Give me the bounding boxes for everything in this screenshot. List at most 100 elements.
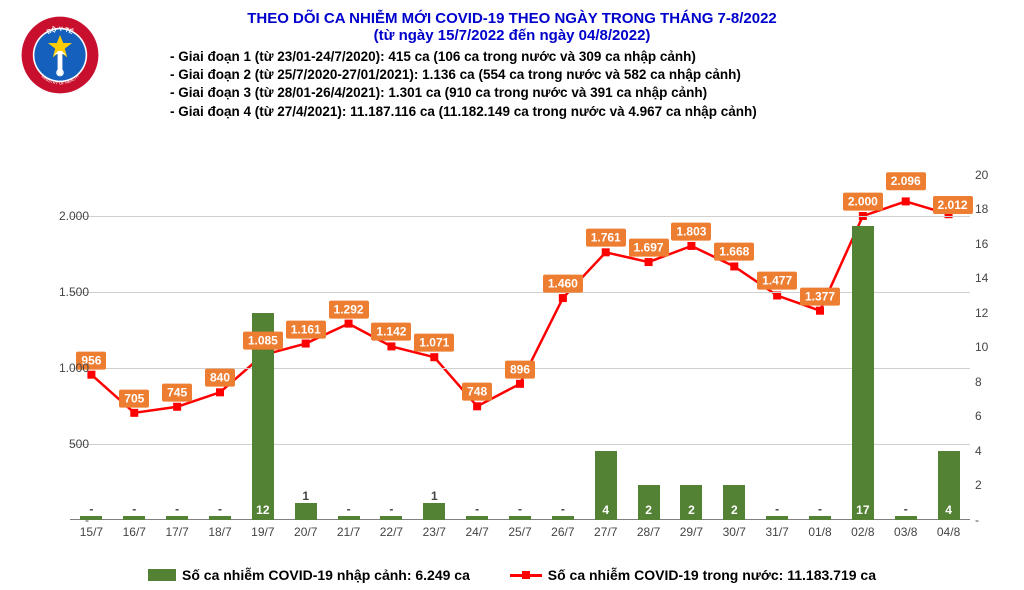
x-tick: 02/8 <box>851 525 874 539</box>
line-value-label: 1.697 <box>629 239 669 257</box>
bar: - <box>466 516 488 520</box>
line-value-label: 1.460 <box>543 275 583 293</box>
line-value-label: 1.085 <box>243 332 283 350</box>
chart-legend: Số ca nhiễm COVID-19 nhập cảnh: 6.249 ca… <box>0 567 1024 584</box>
bar: - <box>809 516 831 520</box>
phase-1: - Giai đoạn 1 (từ 23/01-24/7/2020): 415 … <box>170 48 1024 66</box>
bar: - <box>80 516 102 520</box>
x-tick: 17/7 <box>165 525 188 539</box>
line-series <box>70 140 970 520</box>
bar-value-label: - <box>818 502 822 516</box>
bar-value-label: - <box>389 502 393 516</box>
line-value-label: 896 <box>505 360 535 378</box>
bar: - <box>209 516 231 520</box>
bar: 1 <box>423 503 445 520</box>
y-right-tick: 16 <box>975 237 988 251</box>
ministry-logo: BỘ Y TẾ MINISTRY OF HEALTH <box>20 15 100 95</box>
line-value-label: 748 <box>462 383 492 401</box>
bar: - <box>166 516 188 520</box>
x-tick: 19/7 <box>251 525 274 539</box>
line-value-label: 1.668 <box>714 243 754 261</box>
bar: 17 <box>852 226 874 520</box>
line-swatch-icon <box>510 569 542 581</box>
bar-value-label: - <box>475 502 479 516</box>
y-right-tick: 6 <box>975 409 982 423</box>
grid-line <box>70 444 970 445</box>
bar-value-label: 2 <box>688 503 695 517</box>
bar-value-label: 17 <box>856 503 869 517</box>
y-right-tick: 12 <box>975 306 988 320</box>
chart-title: THEO DÕI CA NHIỄM MỚI COVID-19 THEO NGÀY… <box>0 10 1024 27</box>
bar-value-label: - <box>561 502 565 516</box>
bar: 2 <box>723 485 745 520</box>
x-tick: 18/7 <box>208 525 231 539</box>
x-tick: 31/7 <box>765 525 788 539</box>
y-right-tick: 4 <box>975 444 982 458</box>
y-left-tick: 500 <box>69 437 89 451</box>
x-tick: 21/7 <box>337 525 360 539</box>
bar-value-label: - <box>89 502 93 516</box>
bar-value-label: - <box>347 502 351 516</box>
line-value-label: 1.071 <box>414 334 454 352</box>
x-tick: 26/7 <box>551 525 574 539</box>
bar: - <box>123 516 145 520</box>
x-tick: 04/8 <box>937 525 960 539</box>
x-tick: 20/7 <box>294 525 317 539</box>
bar: - <box>380 516 402 520</box>
x-tick: 28/7 <box>637 525 660 539</box>
y-right-tick: 2 <box>975 478 982 492</box>
bar-value-label: 1 <box>431 489 438 503</box>
x-tick: 22/7 <box>380 525 403 539</box>
line-value-label: 1.292 <box>329 300 369 318</box>
grid-line <box>70 216 970 217</box>
bar: - <box>895 516 917 520</box>
line-value-label: 705 <box>119 389 149 407</box>
legend-line-label: Số ca nhiễm COVID-19 trong nước: 11.183.… <box>548 567 876 583</box>
bar-swatch-icon <box>148 569 176 581</box>
legend-line: Số ca nhiễm COVID-19 trong nước: 11.183.… <box>510 567 876 583</box>
y-right-tick: 18 <box>975 202 988 216</box>
legend-bar: Số ca nhiễm COVID-19 nhập cảnh: 6.249 ca <box>148 567 470 583</box>
y-right-tick: 20 <box>975 168 988 182</box>
x-tick: 24/7 <box>465 525 488 539</box>
bar: - <box>766 516 788 520</box>
y-right-tick: 14 <box>975 271 988 285</box>
x-tick: 30/7 <box>723 525 746 539</box>
x-tick: 25/7 <box>508 525 531 539</box>
line-value-label: 2.000 <box>843 193 883 211</box>
bar-value-label: 4 <box>602 503 609 517</box>
bar-value-label: - <box>218 502 222 516</box>
chart-area: ----121--1---4222--17-49567057458401.085… <box>40 140 994 540</box>
x-tick: 01/8 <box>808 525 831 539</box>
line-value-label: 1.477 <box>757 272 797 290</box>
chart-plot: ----121--1---4222--17-49567057458401.085… <box>70 140 970 520</box>
bar: 1 <box>295 503 317 520</box>
bar-value-label: 2 <box>645 503 652 517</box>
bar-value-label: 4 <box>945 503 952 517</box>
x-tick: 03/8 <box>894 525 917 539</box>
phase-3: - Giai đoạn 3 (từ 28/01-26/4/2021): 1.30… <box>170 84 1024 102</box>
phase-4: - Giai đoạn 4 (từ 27/4/2021): 11.187.116… <box>170 103 1024 121</box>
bar: 2 <box>638 485 660 520</box>
bar: - <box>338 516 360 520</box>
line-value-label: 2.012 <box>933 196 973 214</box>
line-value-label: 745 <box>162 383 192 401</box>
x-tick: 15/7 <box>80 525 103 539</box>
y-right-tick: - <box>975 513 979 527</box>
legend-bar-label: Số ca nhiễm COVID-19 nhập cảnh: 6.249 ca <box>182 567 470 583</box>
phase-2: - Giai đoạn 2 (từ 25/7/2020-27/01/2021):… <box>170 66 1024 84</box>
bar: 4 <box>938 451 960 520</box>
bar-value-label: 1 <box>302 489 309 503</box>
bar: - <box>509 516 531 520</box>
bar-value-label: - <box>518 502 522 516</box>
line-value-label: 1.142 <box>371 323 411 341</box>
x-tick: 23/7 <box>423 525 446 539</box>
y-right-tick: 8 <box>975 375 982 389</box>
bar: 2 <box>680 485 702 520</box>
bar-value-label: - <box>132 502 136 516</box>
line-value-label: 1.161 <box>286 320 326 338</box>
chart-subtitle: (từ ngày 15/7/2022 đến ngày 04/8/2022) <box>0 27 1024 44</box>
x-tick: 27/7 <box>594 525 617 539</box>
bar-value-label: - <box>175 502 179 516</box>
bar-value-label: 2 <box>731 503 738 517</box>
